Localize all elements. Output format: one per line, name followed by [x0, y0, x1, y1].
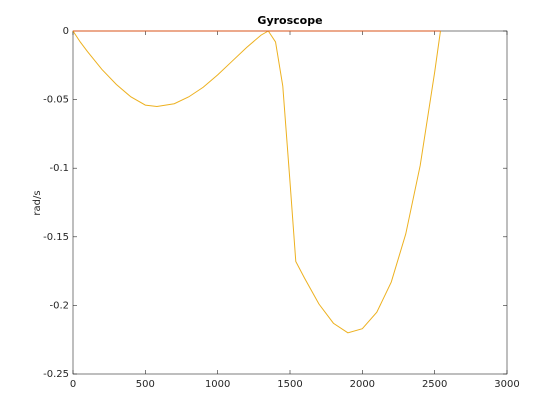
x-tick-label: 500 [136, 379, 155, 390]
y-tick-label: -0.05 [43, 95, 69, 106]
chart-title: Gyroscope [257, 14, 322, 27]
y-tick-label: -0.25 [43, 369, 69, 380]
y-tick-label: -0.2 [49, 300, 69, 311]
y-tick-label: -0.15 [43, 232, 69, 243]
x-tick-label: 2000 [350, 379, 375, 390]
x-tick-label: 2500 [422, 379, 447, 390]
y-axis-label: rad/s [32, 190, 43, 215]
x-tick-label: 3000 [494, 379, 519, 390]
y-tick-label: -0.1 [49, 163, 69, 174]
x-tick-label: 1500 [277, 379, 302, 390]
x-tick-label: 1000 [205, 379, 230, 390]
y-tick-label: 0 [63, 26, 69, 37]
x-tick-label: 0 [70, 379, 76, 390]
